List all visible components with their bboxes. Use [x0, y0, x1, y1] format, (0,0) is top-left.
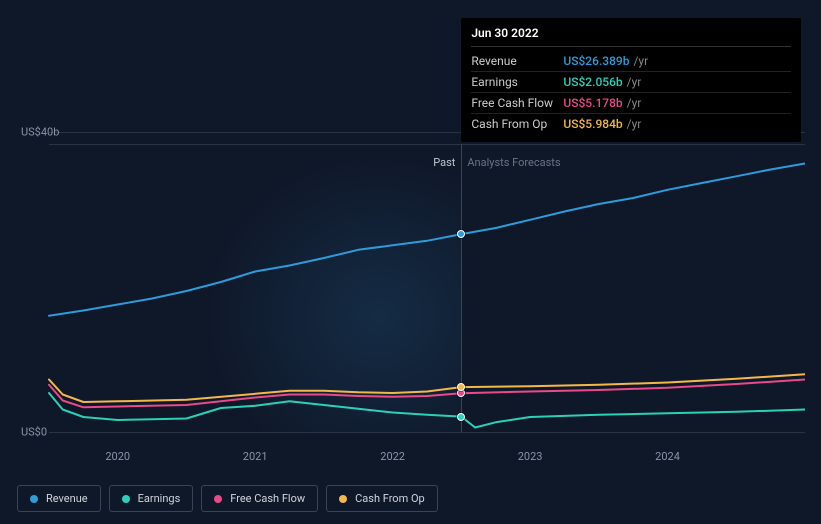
legend-item-revenue[interactable]: Revenue	[17, 485, 101, 512]
series-line-revenue	[49, 164, 805, 316]
legend-dot-icon	[122, 495, 130, 503]
marker-revenue	[457, 230, 465, 238]
tooltip-row-label: Free Cash Flow	[471, 96, 563, 110]
legend-item-earnings[interactable]: Earnings	[109, 485, 194, 512]
tooltip-row-value: US$26.389b	[563, 54, 629, 68]
tooltip-row-cfo: Cash From OpUS$5.984b/yr	[471, 114, 791, 134]
tooltip: Jun 30 2022RevenueUS$26.389b/yrEarningsU…	[461, 18, 801, 142]
series-line-earnings	[49, 393, 805, 428]
tooltip-row-value: US$2.056b	[563, 75, 622, 89]
tooltip-date: Jun 30 2022	[471, 26, 791, 47]
marker-earnings	[457, 413, 465, 421]
tooltip-row-label: Revenue	[471, 54, 563, 68]
tooltip-row-label: Cash From Op	[471, 117, 563, 131]
tooltip-row-unit: /yr	[627, 96, 642, 110]
legend-item-label: Free Cash Flow	[230, 492, 305, 505]
marker-cfo	[457, 383, 465, 391]
legend: Revenue Earnings Free Cash Flow Cash From O…	[17, 485, 438, 512]
legend-item-fcf[interactable]: Free Cash Flow	[201, 485, 318, 512]
x-axis-label: 2020	[105, 450, 130, 463]
legend-dot-icon	[339, 495, 347, 503]
legend-item-label: Revenue	[46, 492, 88, 505]
tooltip-row-value: US$5.984b	[563, 117, 622, 131]
tooltip-row-unit: /yr	[627, 75, 642, 89]
tooltip-row-unit: /yr	[627, 117, 642, 131]
tooltip-row-unit: /yr	[633, 54, 648, 68]
x-axis-label: 2022	[380, 450, 405, 463]
legend-dot-icon	[214, 495, 222, 503]
tooltip-row-earnings: EarningsUS$2.056b/yr	[471, 72, 791, 93]
x-axis-label: 2023	[518, 450, 543, 463]
financial-chart: US$0US$40bPastAnalysts Forecasts20202021…	[0, 0, 821, 524]
series-line-cfo	[49, 374, 805, 402]
x-axis-label: 2024	[655, 450, 680, 463]
series-line-fcf	[49, 380, 805, 408]
legend-item-label: Earnings	[138, 492, 181, 505]
tooltip-row-revenue: RevenueUS$26.389b/yr	[471, 51, 791, 72]
tooltip-row-fcf: Free Cash FlowUS$5.178b/yr	[471, 93, 791, 114]
legend-item-cfo[interactable]: Cash From Op	[326, 485, 438, 512]
plot-area[interactable]: US$0US$40bPastAnalysts Forecasts20202021…	[17, 0, 805, 444]
x-axis-label: 2021	[243, 450, 268, 463]
tooltip-row-value: US$5.178b	[563, 96, 622, 110]
legend-dot-icon	[30, 495, 38, 503]
tooltip-row-label: Earnings	[471, 75, 563, 89]
legend-item-label: Cash From Op	[355, 492, 425, 505]
